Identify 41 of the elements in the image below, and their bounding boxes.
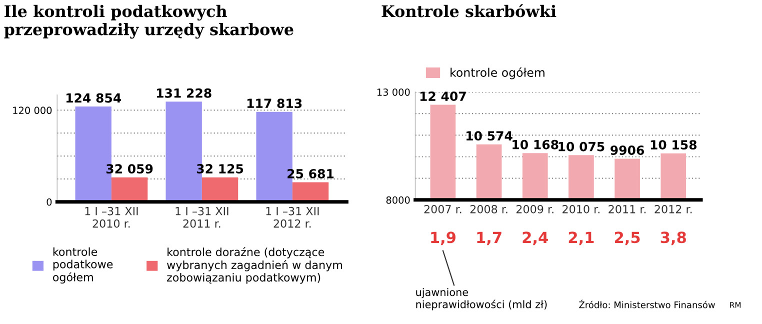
data-label: 10 158 [650,140,697,150]
data-label: 32 059 [106,164,153,174]
y-tick-label: 0 [46,198,52,206]
x-tick-label: 1 I –31 XII 2010 r. [85,206,138,228]
data-label: 117 813 [247,98,302,108]
data-label: 12 407 [420,92,466,101]
x-tick-label: 1 I –31 XII 2011 r. [176,206,228,228]
y-tick-label: 120 000 [13,106,52,114]
x-tick-label: 2007 r. [424,204,462,214]
y-tick-label: 8000 [386,196,410,204]
x-tick-label: 2008 r. [470,204,508,214]
legend-label: kontrole ogółem [450,67,544,80]
legend-label: kontrole doraźne (dotyczące wybranych zagadnień w danym zobowiązaniu podatkowym) [167,247,342,284]
text: 2,4 [522,232,548,246]
text: 2,5 [614,232,640,246]
data-label: 10 168 [512,140,558,150]
data-label: 9906 [610,146,644,155]
x-tick-label: 2009 r. [516,204,554,214]
text: 1,9 [431,232,456,246]
x-tick-label: 2011 r. [608,204,646,214]
data-label: 10 075 [558,142,604,152]
bar [202,177,238,202]
bar [111,177,148,202]
x-tick-label: 1 I –31 XII 2012 r. [266,206,319,228]
x-tick-label: 2012 r. [654,204,692,214]
data-label: 124 854 [66,93,122,103]
text: 3,8 [660,232,686,246]
x-tick-label: 2010 r. [562,204,600,214]
data-label: 10 574 [466,131,512,141]
data-label: 25 681 [288,168,334,178]
data-label: 32 125 [196,164,244,174]
bar [292,182,329,202]
text: 1,7 [477,232,502,246]
y-tick-label: 13 000 [377,88,410,96]
text: ujawnione nieprawidłowości (mld zł) [416,288,547,310]
chart-title: Ile kontroli podatkowych przeprowadziły urzędy skarbowe [4,4,294,39]
text: Źródło: Ministerstwo Finansów [579,300,715,308]
text: 2,1 [568,232,594,246]
chart-title: Kontrole skarbówki [382,4,556,18]
legend-label: kontrole podatkowe ogółem [53,247,113,284]
data-label: 131 228 [156,88,212,98]
